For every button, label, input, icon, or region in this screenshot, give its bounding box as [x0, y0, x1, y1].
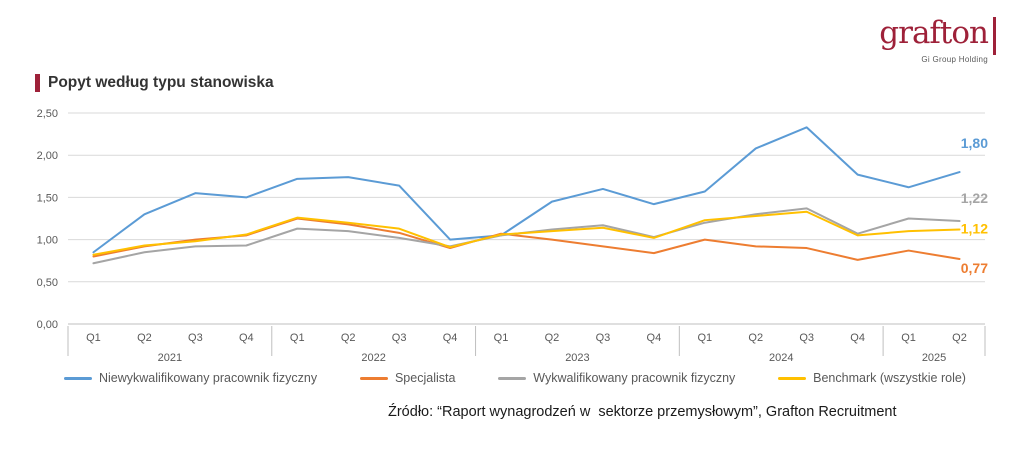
x-tick-label-year: 2021	[158, 352, 182, 364]
x-tick-label-quarter: Q2	[545, 332, 560, 344]
grafton-logo-wordmark: grafton	[879, 15, 989, 51]
chart-title-block: Popyt według typu stanowiska	[35, 74, 274, 92]
series-line	[92, 126, 961, 254]
y-tick-label: 2,00	[37, 150, 58, 162]
legend-item: Benchmark (wszystkie role)	[778, 371, 966, 385]
legend-line-marker	[359, 376, 388, 380]
series-end-label: 1,80	[961, 135, 988, 151]
chart-legend: Niewykwalifikowany pracownik fizyczny Spe…	[64, 371, 966, 385]
series-end-label: 0,77	[961, 260, 988, 276]
x-tick-label-quarter: Q3	[392, 332, 407, 344]
x-tick-label-quarter: Q1	[901, 332, 916, 344]
x-tick-label-quarter: Q4	[239, 332, 254, 344]
x-tick-label-quarter: Q2	[952, 332, 967, 344]
x-tick-label-quarter: Q1	[86, 332, 101, 344]
x-tick-label-year: 2025	[922, 352, 946, 364]
chart-title: Popyt według typu stanowiska	[48, 74, 274, 91]
x-tick-label-quarter: Q1	[494, 332, 509, 344]
x-tick-label-year: 2024	[769, 352, 793, 364]
legend-label: Niewykwalifikowany pracownik fizyczny	[99, 371, 318, 385]
x-tick-label-quarter: Q3	[596, 332, 611, 344]
grafton-logo-bar	[993, 17, 996, 55]
y-tick-label: 2,50	[37, 108, 58, 120]
x-tick-label-quarter: Q3	[799, 332, 814, 344]
legend-line-marker	[64, 376, 92, 380]
legend-item: Wykwalifikowany pracownik fizyczny	[498, 371, 735, 385]
x-tick-label-quarter: Q4	[443, 332, 458, 344]
x-tick-label-quarter: Q2	[748, 332, 763, 344]
legend-item: Niewykwalifikowany pracownik fizyczny	[64, 371, 317, 385]
series-end-label: 1,12	[961, 220, 988, 236]
x-tick-label-quarter: Q3	[188, 332, 203, 344]
legend-label: Specjalista	[394, 371, 456, 385]
line-chart: 0,00 0,50 1,00 1,50 2,00 2,50 Q1 Q2 Q3 Q4 Q1 Q2 Q3 Q4…	[37, 108, 989, 364]
y-tick-label: 1,50	[37, 192, 58, 204]
legend-item: Specjalista	[359, 371, 456, 385]
title-accent-bar	[35, 74, 40, 92]
legend-line-marker	[778, 376, 807, 380]
x-tick-label-quarter: Q2	[137, 332, 152, 344]
x-tick-label-quarter: Q4	[850, 332, 865, 344]
x-tick-label-quarter: Q4	[647, 332, 662, 344]
x-tick-label-quarter: Q2	[341, 332, 356, 344]
series-end-label: 1,22	[961, 190, 988, 206]
series-line	[92, 210, 961, 256]
x-tick-label-quarter: Q1	[697, 332, 712, 344]
grafton-logo: grafton Gi Group Holding	[879, 16, 996, 64]
y-tick-label: 0,50	[37, 277, 58, 289]
source-citation: Źródło: “Raport wynagrodzeń w sektorze p…	[388, 404, 897, 420]
grafton-logo-subtitle: Gi Group Holding	[921, 55, 988, 64]
legend-label: Wykwalifikowany pracownik fizyczny	[533, 371, 736, 385]
legend-label: Benchmark (wszystkie role)	[813, 371, 966, 385]
y-tick-label: 0,00	[37, 319, 58, 331]
x-tick-label-quarter: Q1	[290, 332, 305, 344]
x-tick-label-year: 2023	[565, 352, 589, 364]
legend-line-marker	[498, 376, 527, 380]
x-tick-label-year: 2022	[361, 352, 385, 364]
y-tick-label: 1,00	[37, 235, 58, 247]
